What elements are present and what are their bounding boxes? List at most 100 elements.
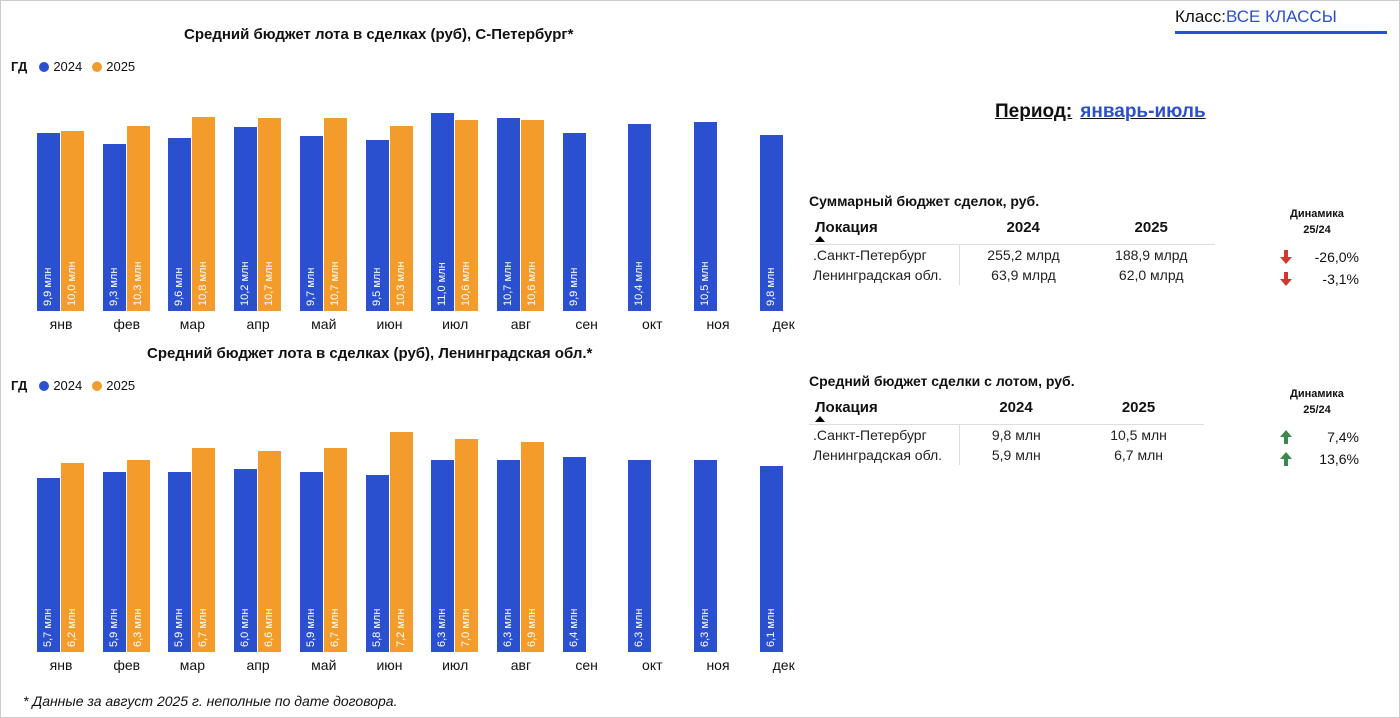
bar-data-label: 6,7 млн xyxy=(328,608,341,647)
bar-data-label: 9,6 млн xyxy=(173,267,186,306)
x-tick-label: окт xyxy=(642,316,663,332)
bar-data-label: 6,6 млн xyxy=(263,608,276,647)
x-tick-label: мар xyxy=(179,316,205,332)
class-filter[interactable]: Класс:ВСЕ КЛАССЫ xyxy=(1175,7,1387,34)
bar-2025-апр xyxy=(258,118,282,311)
bar-2025-янв xyxy=(61,462,84,652)
table-title: Суммарный бюджет сделок, руб. xyxy=(809,193,1040,209)
table-avg-budget: Средний бюджет сделки с лотом, руб. xyxy=(809,373,1075,389)
x-tick-label: окт xyxy=(642,657,663,673)
bar-2025-май xyxy=(323,447,347,652)
period-filter[interactable]: Период: январь-июль xyxy=(995,101,1206,123)
cell-2024: 5,9 млн xyxy=(991,447,1041,463)
bar-2024-авг xyxy=(496,459,520,652)
table-row: .Санкт-Петербург 255,2 млрд 188,9 млрд xyxy=(809,244,1215,265)
bar-data-label: 5,9 млн xyxy=(107,608,120,647)
bar-2025-июл xyxy=(455,120,479,311)
x-tick-label: авг xyxy=(510,316,532,332)
bar-2024-окт xyxy=(628,123,652,311)
legend-title: ГД xyxy=(11,378,28,393)
arrow-down-icon xyxy=(1280,272,1292,286)
dyn-percent: -26,0% xyxy=(1314,249,1359,265)
bar-data-label: 9,7 млн xyxy=(304,267,317,306)
bar-2025-июн xyxy=(389,432,413,652)
chart-legend: ГД 2024 2025 xyxy=(11,378,141,393)
dyn-period: 25/24 xyxy=(1303,224,1331,236)
dyn-percent: 7,4% xyxy=(1327,429,1359,445)
bar-data-label: 10,4 млн xyxy=(633,261,646,306)
bar-2024-янв xyxy=(37,478,60,652)
x-tick-label: июл xyxy=(442,316,469,332)
x-tick-label: апр xyxy=(246,657,270,673)
bar-data-label: 5,7 млн xyxy=(42,608,54,647)
bar-2024-апр xyxy=(234,127,258,311)
chart-legend: ГД 2024 2025 xyxy=(11,59,141,74)
cell-2024: 9,8 млн xyxy=(991,427,1041,443)
x-tick-label: фев xyxy=(113,316,141,332)
bar-data-label: 10,7 млн xyxy=(328,261,341,306)
bar-2025-авг xyxy=(520,441,544,652)
bar-2025-июн xyxy=(389,125,413,311)
bar-2025-май xyxy=(323,118,347,311)
table-row: .Санкт-Петербург 9,8 млн 10,5 млн xyxy=(809,424,1204,445)
x-tick-label: фев xyxy=(113,657,141,673)
bar-data-label: 6,3 млн xyxy=(699,608,711,647)
col-location[interactable]: Локация xyxy=(809,397,959,425)
bar-data-label: 6,3 млн xyxy=(633,608,646,647)
x-tick-label: мар xyxy=(179,657,205,673)
x-tick-label: июн xyxy=(376,316,403,332)
bar-2025-фев xyxy=(126,459,150,652)
data-table: Локация 2024 2025 .Санкт-Петербург 9,8 м… xyxy=(809,397,1204,465)
chart-title: Средний бюджет лота в сделках (руб), Лен… xyxy=(147,345,593,362)
bar-data-label: 5,9 млн xyxy=(173,608,186,647)
bar-data-label: 10,7 млн xyxy=(263,261,276,306)
bar-2025-фев xyxy=(126,125,150,311)
col-2025: 2025 xyxy=(1134,219,1168,236)
arrow-up-icon xyxy=(1280,452,1292,466)
bar-data-label: 6,2 млн xyxy=(66,608,78,647)
bar-2025-янв xyxy=(61,131,84,311)
cell-2024: 63,9 млрд xyxy=(991,267,1056,283)
dyn-percent: -3,1% xyxy=(1322,271,1359,287)
cell-location: Ленинградская обл. xyxy=(809,265,960,285)
cell-location: .Санкт-Петербург xyxy=(809,244,960,265)
bar-2024-сен xyxy=(562,456,586,652)
legend-label: 2024 xyxy=(53,378,83,393)
period-label: Период: xyxy=(995,101,1073,122)
bar-data-label: 10,2 млн xyxy=(239,261,252,306)
cell-location: Ленинградская обл. xyxy=(809,445,960,465)
bar-2024-май xyxy=(299,136,323,311)
dyn-title: Динамика xyxy=(1290,388,1344,400)
bar-data-label: 6,3 млн xyxy=(501,608,514,647)
bar-data-label: 6,3 млн xyxy=(436,608,449,647)
arrow-down-icon xyxy=(1280,250,1292,264)
x-tick-label: дек xyxy=(772,316,795,332)
bar-data-label: 7,2 млн xyxy=(394,608,407,647)
bar-2024-июн xyxy=(365,140,389,311)
cell-2025: 188,9 млрд xyxy=(1115,247,1188,263)
class-value[interactable]: ВСЕ КЛАССЫ xyxy=(1226,7,1337,26)
footnote: * Данные за август 2025 г. неполные по д… xyxy=(23,693,398,709)
data-table: Локация 2024 2025 .Санкт-Петербург 255,2… xyxy=(809,217,1215,285)
cell-2025: 10,5 млн xyxy=(1110,427,1167,443)
col-location[interactable]: Локация xyxy=(809,217,959,245)
cell-2025: 6,7 млн xyxy=(1114,447,1163,463)
col-2024: 2024 xyxy=(1006,219,1040,236)
x-tick-label: май xyxy=(311,657,337,673)
bar-2025-авг xyxy=(520,120,544,311)
bar-2024-сен xyxy=(562,132,586,311)
period-value[interactable]: январь-июль xyxy=(1080,101,1206,122)
x-tick-label: авг xyxy=(510,657,532,673)
bar-2025-апр xyxy=(258,450,282,652)
bar-data-label: 10,3 млн xyxy=(394,261,407,306)
bar-data-label: 9,8 млн xyxy=(764,267,777,306)
dynamics-value: -26,0% xyxy=(1279,249,1359,265)
dyn-percent: 13,6% xyxy=(1319,451,1359,467)
bar-2024-фев xyxy=(102,472,126,652)
col-2025: 2025 xyxy=(1121,399,1156,416)
bar-2024-мар xyxy=(168,472,192,652)
bar-data-label: 11,0 млн xyxy=(436,262,449,306)
bar-2024-июл xyxy=(431,113,455,311)
bar-data-label: 9,5 млн xyxy=(370,267,383,306)
cell-2024: 255,2 млрд xyxy=(987,247,1060,263)
